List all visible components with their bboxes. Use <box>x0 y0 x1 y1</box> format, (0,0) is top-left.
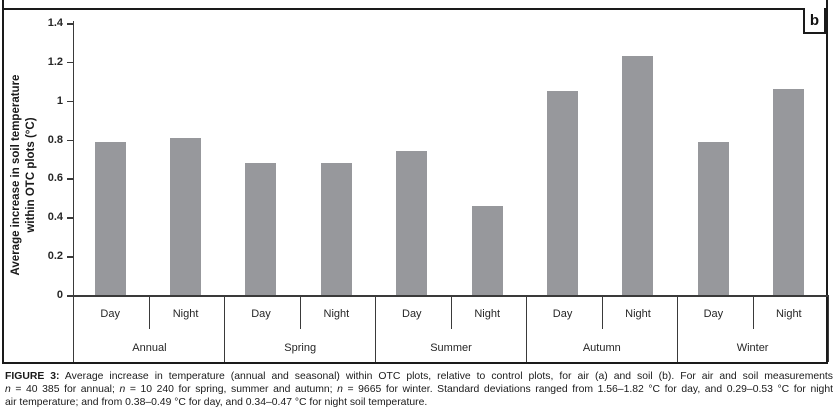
y-tick-label: 1 <box>56 94 63 107</box>
y-tick <box>67 139 73 142</box>
caption-text: = 40 385 for annual; <box>10 384 120 395</box>
season-separator <box>525 295 527 362</box>
caption-text: n <box>337 384 343 395</box>
panel-label-box: b <box>803 8 826 34</box>
bar-autumn-day <box>547 91 579 295</box>
day-night-separator <box>601 295 603 329</box>
y-tick-label: 0.8 <box>47 133 63 146</box>
figure-panel-b-box: b Average increase in soil temperature wi… <box>2 8 830 364</box>
y-tick <box>67 178 73 180</box>
day-night-separator <box>752 295 754 329</box>
bar-summer-day <box>396 151 428 295</box>
caption-line: FIGURE 3: Average increase in temperatur… <box>5 370 833 383</box>
sub-category-label: Night <box>474 308 501 320</box>
sub-category-label: Day <box>552 308 573 320</box>
sub-category-label: Day <box>703 308 724 320</box>
season-separator <box>676 295 678 362</box>
y-tick <box>67 295 73 297</box>
top-right-border-stub <box>826 0 828 9</box>
day-night-separator <box>149 295 151 329</box>
y-tick <box>67 23 73 25</box>
caption-text: air temperature; and from 0.38–0.49 °C f… <box>5 397 428 408</box>
figure-caption: FIGURE 3: Average increase in temperatur… <box>5 370 833 409</box>
bar-annual-day <box>94 141 126 295</box>
category-label-spring: Spring <box>284 342 317 354</box>
sub-category-label: Night <box>172 308 199 320</box>
caption-text: = 9665 for winter. Standard deviations r… <box>342 384 833 395</box>
caption-text: = 10 240 for spring, summer and autumn; <box>125 384 338 395</box>
season-separator <box>224 295 226 362</box>
x-axis-line <box>72 295 828 297</box>
y-tick-label: 0.6 <box>47 172 63 185</box>
caption-line: air temperature; and from 0.38–0.49 °C f… <box>5 396 833 409</box>
y-tick-label: 0.4 <box>47 211 63 224</box>
caption-line: n = 40 385 for annual; n = 10 240 for sp… <box>5 383 833 396</box>
y-tick-label: 0 <box>56 289 63 301</box>
sub-category-label: Night <box>625 308 651 320</box>
sub-category-label: Day <box>100 308 120 320</box>
caption-text: n <box>5 384 11 395</box>
season-separator <box>375 295 377 362</box>
y-tick-label: 1.4 <box>47 17 63 29</box>
y-tick <box>67 61 73 64</box>
bar-winter-night <box>773 89 805 295</box>
day-night-separator <box>300 295 302 329</box>
bar-annual-night <box>170 137 202 295</box>
caption-text: Average increase in temperature (annual … <box>59 371 833 382</box>
y-tick-label: 1.2 <box>47 55 63 68</box>
bar-winter-day <box>697 141 729 295</box>
y-tick <box>67 256 73 258</box>
bar-autumn-night <box>622 56 654 295</box>
bar-summer-night <box>471 205 503 295</box>
sub-category-label: Day <box>251 308 271 320</box>
caption-figure-number: FIGURE 3: <box>5 371 60 382</box>
season-separator <box>827 295 829 362</box>
category-label-annual: Annual <box>132 342 167 354</box>
bar-spring-day <box>245 162 277 295</box>
day-night-separator <box>451 295 452 329</box>
top-left-border-stub <box>2 0 4 9</box>
season-separator <box>72 295 74 362</box>
bar-chart: Average increase in soil temperature with… <box>4 10 830 362</box>
y-axis-line <box>72 21 74 295</box>
category-label-autumn: Autumn <box>582 342 621 354</box>
panel-label: b <box>809 11 820 29</box>
y-tick <box>67 217 73 219</box>
sub-category-label: Day <box>402 308 422 320</box>
sub-category-label: Night <box>775 308 802 320</box>
category-label-winter: Winter <box>736 342 769 354</box>
sub-category-label: Night <box>323 308 350 320</box>
y-tick-label: 0.2 <box>47 250 63 263</box>
y-tick <box>67 100 73 103</box>
category-label-summer: Summer <box>430 342 472 354</box>
bar-spring-night <box>320 162 352 295</box>
y-axis-title-line: Average increase in soil temperature <box>10 74 22 276</box>
caption-text: n <box>119 384 126 395</box>
